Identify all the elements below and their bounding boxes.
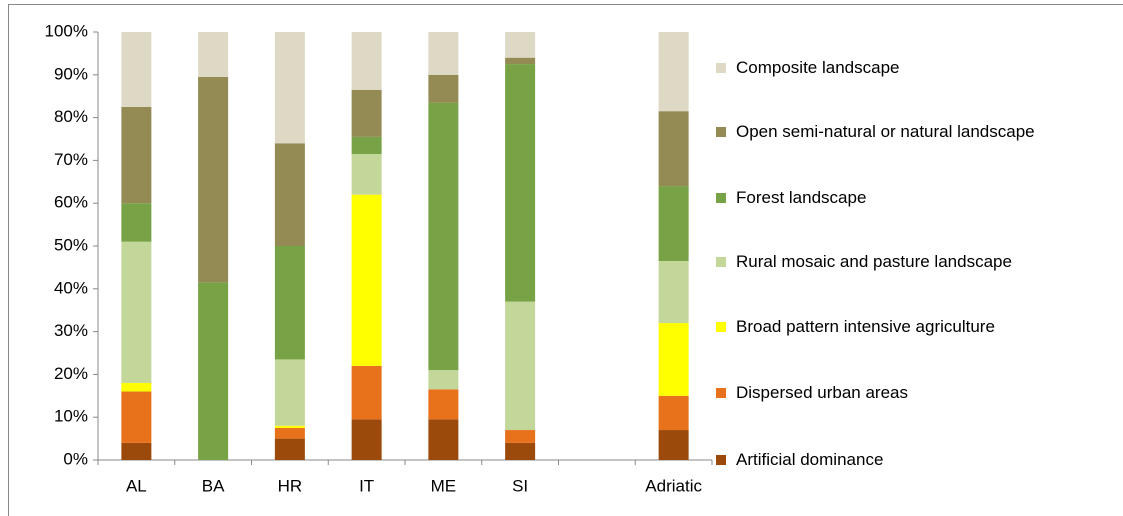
x-tick-label: HR (278, 476, 303, 495)
bar-segment (505, 442, 536, 460)
legend-swatch (716, 455, 726, 465)
y-tick-label: 90% (54, 64, 88, 83)
bar-segment (428, 32, 459, 75)
bar-segment (121, 106, 152, 204)
legend-label: Dispersed urban areas (736, 383, 908, 402)
legend-label: Rural mosaic and pasture landscape (736, 252, 1012, 271)
bar-segment (198, 282, 229, 460)
legend-item: Rural mosaic and pasture landscape (712, 250, 1112, 274)
bar-segment (428, 419, 459, 460)
bar-segment (505, 57, 536, 65)
bar-segment (121, 241, 152, 383)
bar-segment (121, 32, 152, 107)
bar-segment (428, 370, 459, 390)
bar-segment (274, 425, 305, 428)
legend-label: Composite landscape (736, 58, 900, 77)
bar-segment (351, 365, 382, 420)
bar-segment (658, 430, 689, 460)
legend-label: Artificial dominance (736, 450, 884, 469)
bar-segment (658, 186, 689, 261)
bar-segment (428, 102, 459, 371)
legend-item: Open semi-natural or natural landscape (712, 120, 1112, 144)
x-tick-label: BA (202, 476, 225, 495)
bar-segment (351, 89, 382, 137)
bar-segment (274, 359, 305, 426)
bar-segment (505, 64, 536, 302)
bar-segment (351, 153, 382, 195)
legend-item: Dispersed urban areas (712, 381, 1112, 405)
bar-segment (121, 442, 152, 460)
y-tick-label: 10% (54, 407, 88, 426)
bar-segment (351, 32, 382, 90)
y-tick-label: 0% (63, 449, 88, 468)
y-tick-label: 40% (54, 278, 88, 297)
bar-segment (274, 32, 305, 144)
legend-item: Broad pattern intensive agriculture (712, 315, 1112, 339)
x-tick-label: IT (359, 476, 374, 495)
y-tick-label: 80% (54, 107, 88, 126)
bar-segment (658, 111, 689, 187)
legend-item: Composite landscape (712, 56, 1112, 80)
y-tick-label: 50% (54, 235, 88, 254)
bar-segment (274, 143, 305, 246)
legend-swatch (716, 193, 726, 203)
bar-segment (274, 246, 305, 360)
bar-segment (505, 32, 536, 58)
bar-segment (658, 260, 689, 324)
legend-item: Artificial dominance (712, 448, 1112, 472)
chart-frame (8, 4, 1123, 516)
bar-segment (121, 391, 152, 443)
legend-swatch (716, 257, 726, 267)
bar-segment (274, 438, 305, 460)
bar-segment (658, 395, 689, 431)
legend-label: Forest landscape (736, 188, 867, 207)
bar-segment (351, 194, 382, 366)
y-tick-label: 60% (54, 193, 88, 212)
bar-segment (121, 203, 152, 242)
y-tick-label: 20% (54, 364, 88, 383)
bar-segment (658, 32, 689, 112)
y-tick-label: 30% (54, 321, 88, 340)
bar-segment (428, 389, 459, 420)
bar-segment (198, 32, 229, 77)
x-tick-label: Adriatic (645, 476, 702, 495)
x-tick-label: SI (512, 476, 528, 495)
bar-segment (351, 136, 382, 154)
legend-swatch (716, 388, 726, 398)
x-tick-label: ME (431, 476, 457, 495)
bar-segment (121, 382, 152, 392)
legend-swatch (716, 63, 726, 73)
bar-segment (428, 74, 459, 103)
bar-segment (505, 430, 536, 443)
y-tick-label: 100% (45, 21, 88, 40)
bar-segment (274, 427, 305, 439)
bar-segment (505, 301, 536, 431)
legend-item: Forest landscape (712, 186, 1112, 210)
legend-label: Open semi-natural or natural landscape (736, 122, 1035, 141)
legend-swatch (716, 127, 726, 137)
bar-segment (198, 76, 229, 283)
bar-segment (658, 323, 689, 396)
y-tick-label: 70% (54, 150, 88, 169)
legend-swatch (716, 322, 726, 332)
bar-segment (351, 419, 382, 460)
legend-label: Broad pattern intensive agriculture (736, 317, 995, 336)
x-tick-label: AL (126, 476, 147, 495)
